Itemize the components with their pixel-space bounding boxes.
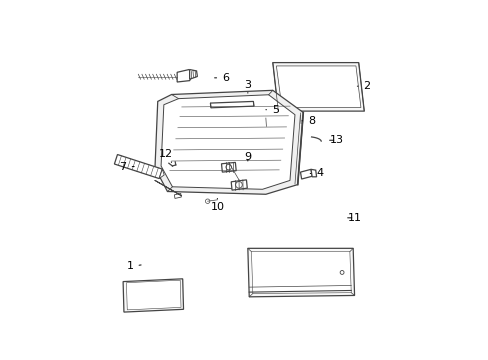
Text: 12: 12 (159, 149, 173, 162)
Polygon shape (231, 180, 247, 190)
Polygon shape (247, 248, 354, 297)
Polygon shape (155, 90, 303, 194)
Text: 9: 9 (244, 152, 251, 162)
Text: 7: 7 (119, 162, 134, 172)
Text: 8: 8 (301, 116, 314, 126)
Text: 13: 13 (329, 135, 343, 145)
Text: 11: 11 (347, 213, 361, 223)
Text: 4: 4 (309, 168, 323, 179)
Polygon shape (177, 69, 192, 82)
Text: 5: 5 (265, 105, 279, 115)
Polygon shape (300, 169, 311, 179)
Text: 2: 2 (357, 81, 370, 91)
Text: 3: 3 (244, 80, 251, 93)
Text: 6: 6 (214, 73, 229, 83)
Polygon shape (210, 102, 253, 108)
Polygon shape (159, 169, 164, 179)
Polygon shape (126, 280, 181, 310)
Polygon shape (114, 154, 162, 179)
Polygon shape (264, 117, 267, 127)
Polygon shape (161, 95, 294, 189)
Polygon shape (310, 169, 316, 177)
Polygon shape (189, 69, 197, 79)
Polygon shape (276, 66, 360, 108)
Polygon shape (272, 63, 364, 111)
Polygon shape (123, 279, 183, 312)
Text: 10: 10 (210, 198, 224, 212)
Polygon shape (174, 193, 181, 198)
Text: 1: 1 (126, 261, 141, 271)
Polygon shape (251, 252, 350, 293)
Polygon shape (265, 115, 301, 126)
Polygon shape (221, 162, 236, 172)
